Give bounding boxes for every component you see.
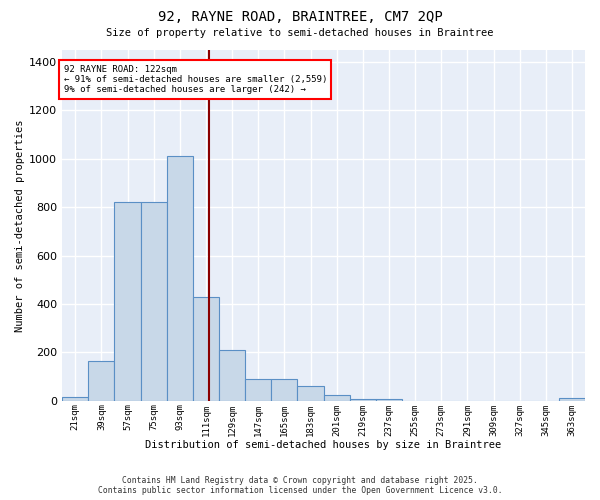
Bar (559, 398, 585, 401)
Bar (219, 350, 245, 401)
Bar (376, 399, 402, 401)
Bar (167, 156, 193, 401)
Bar (115, 202, 140, 401)
Text: Contains HM Land Registry data © Crown copyright and database right 2025.
Contai: Contains HM Land Registry data © Crown c… (98, 476, 502, 495)
Text: Size of property relative to semi-detached houses in Braintree: Size of property relative to semi-detach… (106, 28, 494, 38)
Bar (298, 386, 323, 401)
Bar (350, 399, 376, 401)
Bar (62, 397, 88, 401)
Bar (193, 297, 219, 401)
Bar (271, 379, 298, 401)
Text: 92, RAYNE ROAD, BRAINTREE, CM7 2QP: 92, RAYNE ROAD, BRAINTREE, CM7 2QP (158, 10, 442, 24)
X-axis label: Distribution of semi-detached houses by size in Braintree: Distribution of semi-detached houses by … (145, 440, 502, 450)
Bar (140, 202, 167, 401)
Y-axis label: Number of semi-detached properties: Number of semi-detached properties (15, 119, 25, 332)
Bar (88, 361, 115, 401)
Bar (245, 379, 271, 401)
Bar (323, 396, 350, 401)
Text: 92 RAYNE ROAD: 122sqm
← 91% of semi-detached houses are smaller (2,559)
9% of se: 92 RAYNE ROAD: 122sqm ← 91% of semi-deta… (64, 64, 327, 94)
